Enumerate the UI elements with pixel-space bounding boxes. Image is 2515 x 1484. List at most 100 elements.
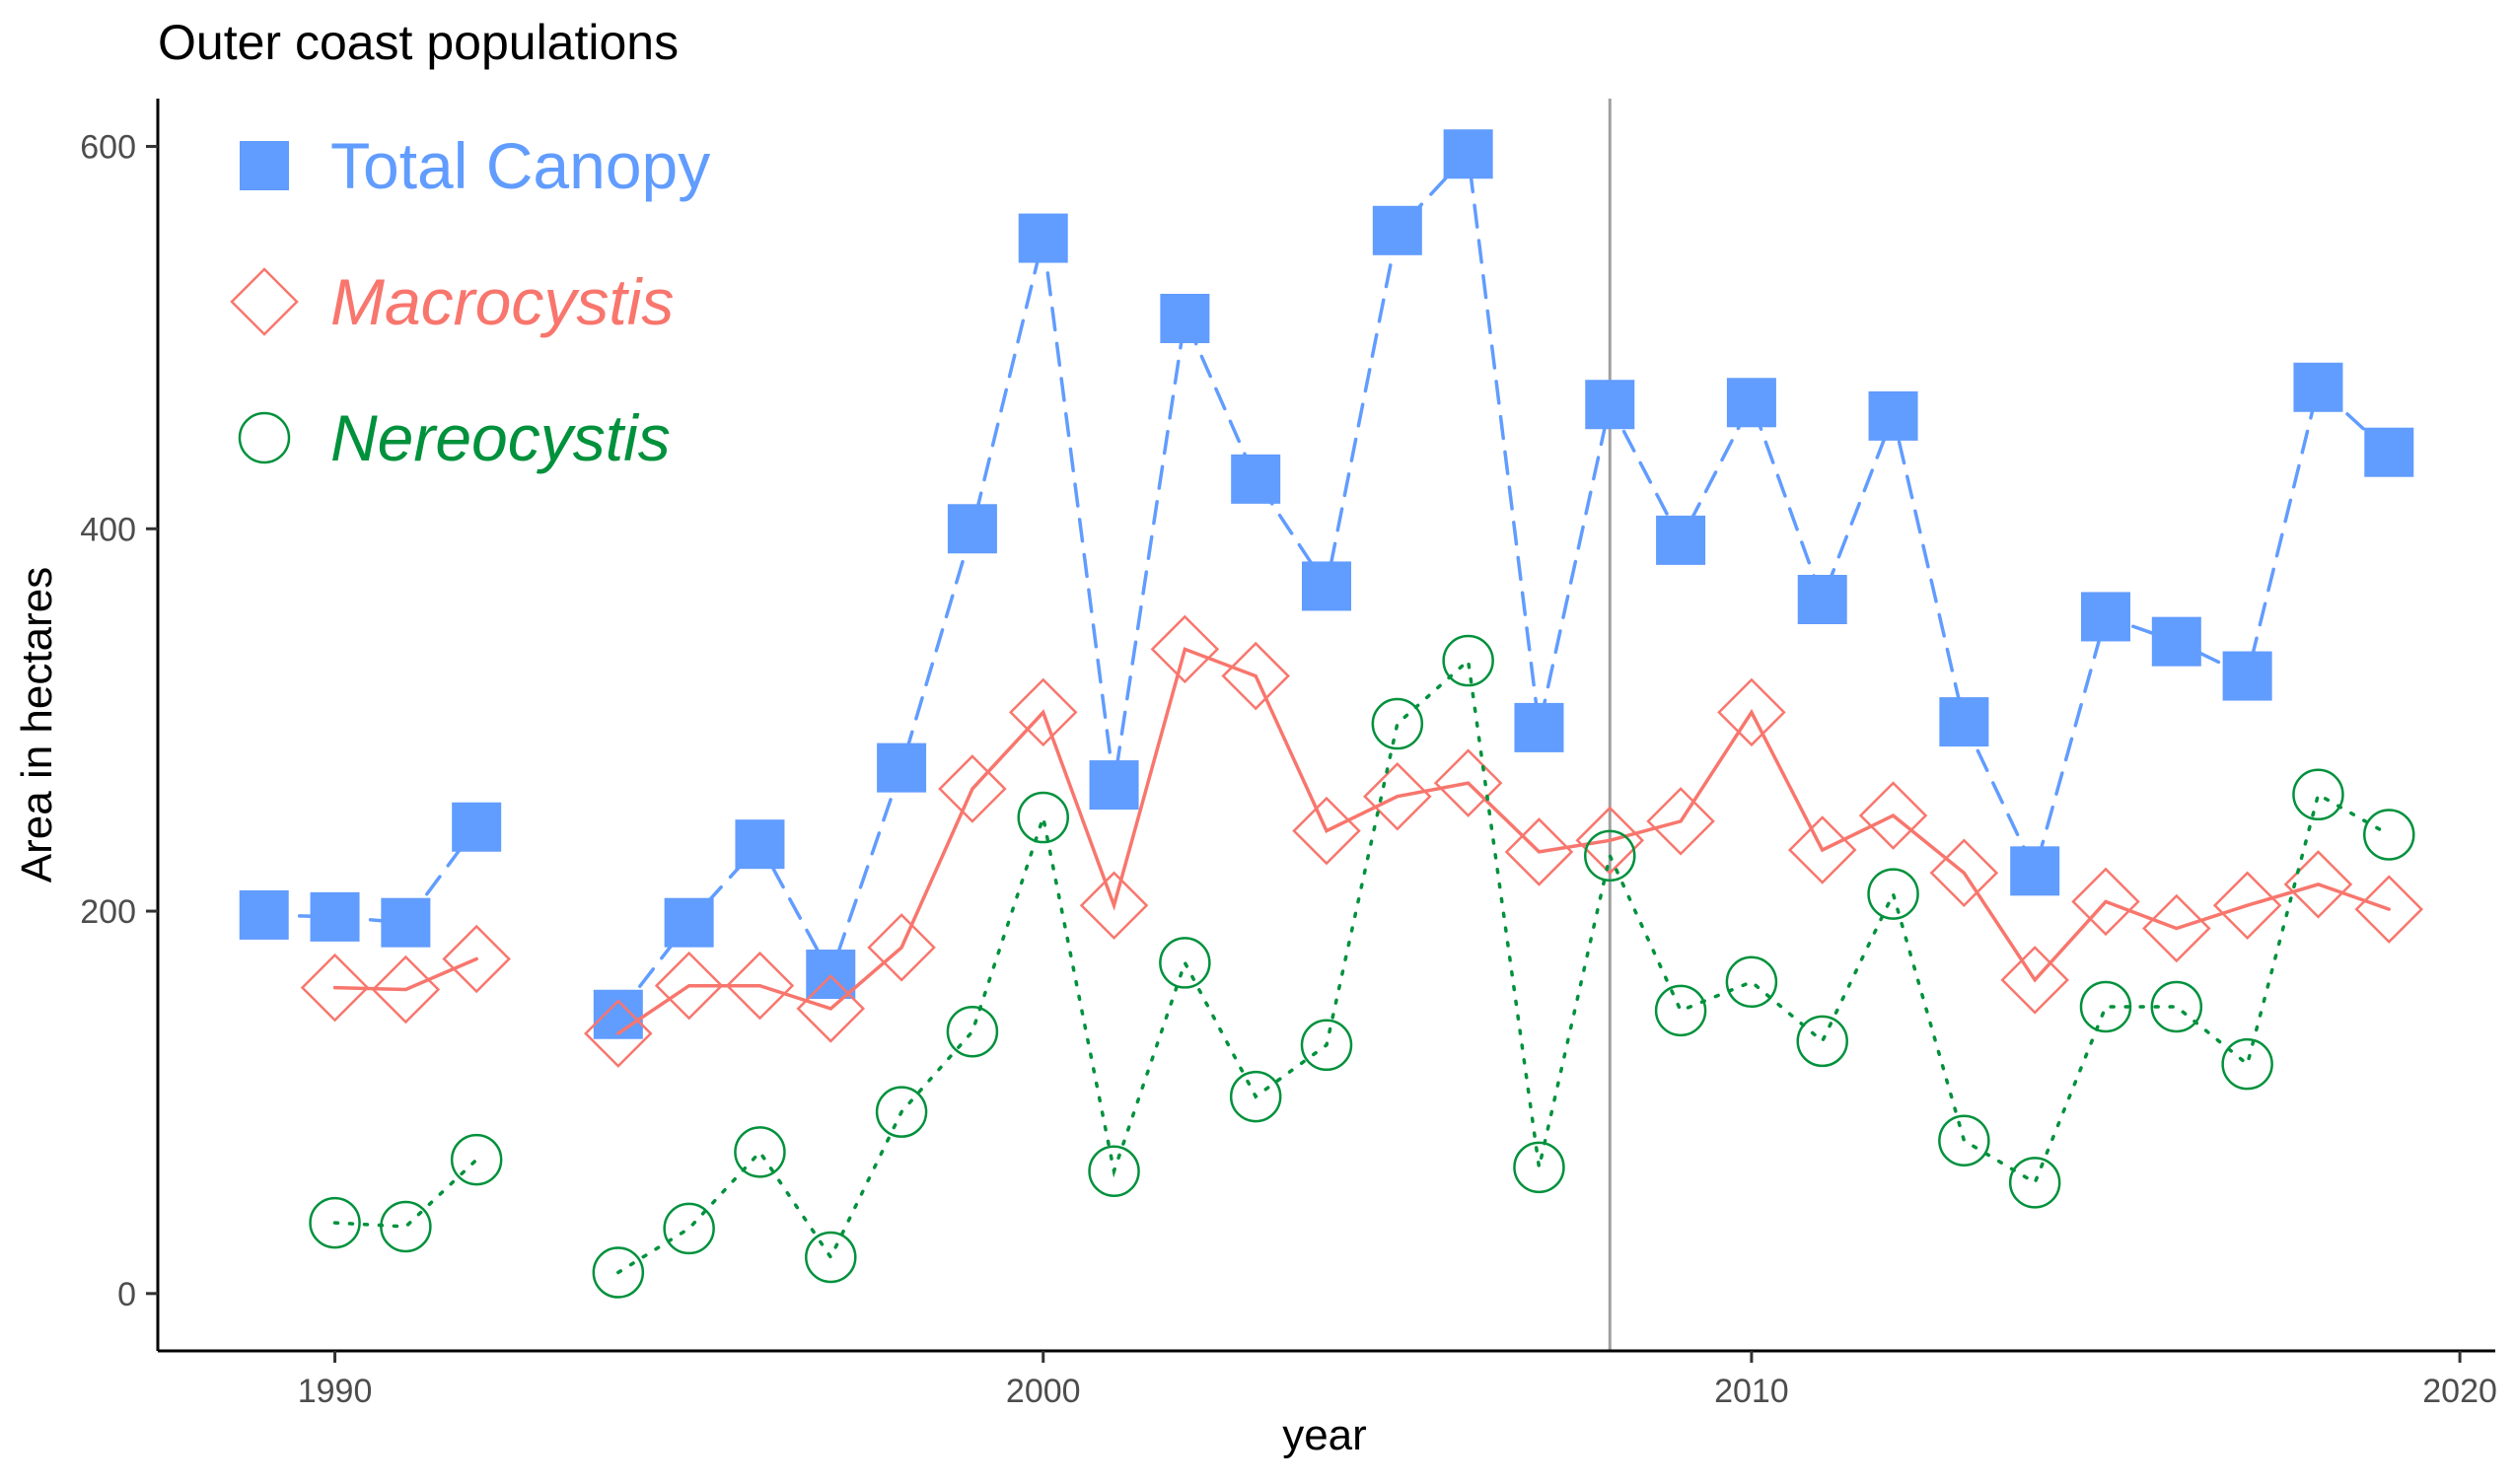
data-point-macrocystis bbox=[2071, 867, 2140, 937]
data-point-macrocystis bbox=[867, 913, 936, 982]
legend-key-nereocystis bbox=[238, 411, 291, 464]
data-point-total-canopy bbox=[1231, 454, 1281, 504]
data-point-nereocystis bbox=[380, 1200, 432, 1253]
data-point-macrocystis bbox=[2142, 893, 2211, 963]
data-point-total-canopy bbox=[1939, 697, 1989, 747]
data-point-macrocystis bbox=[300, 953, 370, 1023]
series-line-nereocystis bbox=[616, 657, 2392, 1275]
series-line-nereocystis bbox=[332, 1158, 478, 1229]
data-point-total-canopy bbox=[2364, 427, 2414, 477]
legend: Total Canopy Macrocystis Nereocystis bbox=[230, 129, 710, 474]
data-point-nereocystis bbox=[1300, 1019, 1353, 1072]
data-point-nereocystis bbox=[1938, 1114, 1990, 1166]
data-point-total-canopy bbox=[877, 742, 927, 793]
chart-title: Outer coast populations bbox=[158, 15, 679, 70]
data-point-macrocystis bbox=[371, 954, 441, 1025]
data-point-total-canopy bbox=[1726, 378, 1776, 428]
data-point-nereocystis bbox=[946, 1005, 999, 1058]
y-axis-ticks: 0 200 400 600 bbox=[80, 128, 158, 1313]
data-point-total-canopy bbox=[2222, 651, 2272, 701]
legend-label-nereocystis: Nereocystis bbox=[330, 401, 671, 474]
data-point-macrocystis bbox=[1858, 781, 1928, 850]
y-tick-label: 200 bbox=[80, 893, 136, 931]
data-point-total-canopy bbox=[1443, 129, 1493, 179]
data-point-nereocystis bbox=[663, 1202, 715, 1255]
data-point-macrocystis bbox=[938, 754, 1007, 823]
data-point-nereocystis bbox=[1513, 1141, 1565, 1194]
data-point-total-canopy bbox=[1302, 561, 1351, 611]
data-point-macrocystis bbox=[725, 951, 795, 1021]
data-point-nereocystis bbox=[450, 1133, 503, 1186]
y-axis-label: Area in hectares bbox=[13, 567, 61, 883]
data-point-total-canopy bbox=[2293, 362, 2343, 412]
data-point-macrocystis bbox=[2354, 875, 2424, 944]
data-point-nereocystis bbox=[1867, 868, 1919, 920]
data-point-total-canopy bbox=[1797, 575, 1847, 624]
y-tick-label: 0 bbox=[117, 1276, 136, 1313]
data-point-total-canopy bbox=[1018, 213, 1068, 263]
series-line-total-canopy bbox=[261, 824, 478, 925]
data-point-total-canopy bbox=[664, 897, 714, 948]
data-point-nereocystis bbox=[1088, 1145, 1140, 1197]
data-point-nereocystis bbox=[309, 1196, 361, 1249]
data-point-macrocystis bbox=[654, 951, 724, 1021]
series-line-macrocystis bbox=[616, 647, 2392, 1035]
data-point-macrocystis bbox=[1008, 677, 1078, 747]
data-point-macrocystis bbox=[2000, 946, 2069, 1015]
data-point-nereocystis bbox=[734, 1126, 786, 1178]
data-point-nereocystis bbox=[1229, 1070, 1282, 1123]
data-point-macrocystis bbox=[1504, 817, 1574, 886]
data-point-nereocystis bbox=[2292, 768, 2344, 821]
data-point-total-canopy bbox=[239, 889, 289, 940]
data-point-macrocystis bbox=[442, 924, 511, 994]
data-point-macrocystis bbox=[1221, 641, 1290, 711]
data-point-nereocystis bbox=[2079, 980, 2132, 1033]
data-point-nereocystis bbox=[1017, 791, 1069, 844]
legend-label-total-canopy: Total Canopy bbox=[330, 129, 710, 202]
data-point-total-canopy bbox=[381, 897, 431, 948]
data-point-nereocystis bbox=[1371, 697, 1424, 750]
data-point-total-canopy bbox=[310, 891, 360, 942]
legend-key-macrocystis bbox=[230, 267, 299, 336]
data-point-macrocystis bbox=[1646, 787, 1715, 856]
data-point-nereocystis bbox=[1159, 937, 1211, 989]
data-point-total-canopy bbox=[2151, 616, 2201, 667]
data-point-macrocystis bbox=[1150, 614, 1220, 684]
y-tick-label: 600 bbox=[80, 128, 136, 166]
series-total-canopy bbox=[239, 129, 2414, 1039]
data-point-total-canopy bbox=[947, 504, 997, 554]
data-point-total-canopy bbox=[1585, 380, 1635, 430]
data-point-macrocystis bbox=[796, 974, 866, 1043]
series-line-macrocystis bbox=[332, 956, 478, 992]
data-point-total-canopy bbox=[735, 819, 785, 870]
data-point-macrocystis bbox=[584, 999, 653, 1068]
plot-area bbox=[239, 99, 2424, 1351]
data-point-macrocystis bbox=[1292, 796, 1361, 866]
y-tick-label: 400 bbox=[80, 511, 136, 548]
data-point-macrocystis bbox=[1363, 761, 1432, 831]
legend-label-macrocystis: Macrocystis bbox=[330, 265, 674, 338]
data-point-total-canopy bbox=[1656, 515, 1706, 565]
data-point-macrocystis bbox=[1929, 838, 1999, 908]
series-macrocystis bbox=[300, 614, 2424, 1068]
data-point-total-canopy bbox=[806, 950, 856, 1000]
x-tick-label: 2000 bbox=[1006, 1373, 1081, 1410]
x-axis-label: year bbox=[1282, 1411, 1367, 1459]
data-point-nereocystis bbox=[1584, 829, 1636, 883]
data-point-nereocystis bbox=[875, 1086, 928, 1138]
data-point-nereocystis bbox=[2150, 980, 2203, 1033]
data-point-macrocystis bbox=[1787, 815, 1857, 884]
series-nereocystis bbox=[309, 634, 2415, 1299]
legend-key-total-canopy bbox=[240, 141, 289, 190]
data-point-nereocystis bbox=[2008, 1157, 2061, 1209]
data-point-macrocystis bbox=[2212, 871, 2282, 940]
data-point-total-canopy bbox=[452, 802, 502, 852]
data-point-nereocystis bbox=[1796, 1015, 1848, 1068]
data-point-nereocystis bbox=[592, 1246, 645, 1299]
data-point-total-canopy bbox=[593, 989, 643, 1039]
data-point-nereocystis bbox=[2363, 809, 2415, 861]
data-point-nereocystis bbox=[1654, 984, 1707, 1037]
data-point-total-canopy bbox=[1514, 702, 1564, 752]
